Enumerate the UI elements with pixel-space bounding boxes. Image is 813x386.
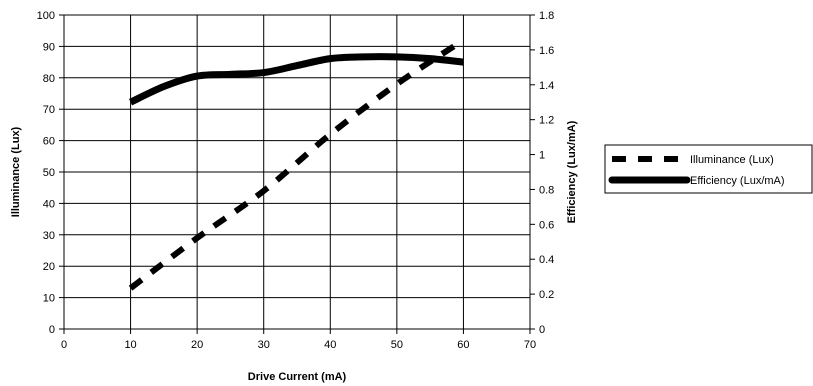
y-tick-label: 80	[43, 73, 55, 85]
x-tick-label: 70	[524, 339, 536, 351]
legend: Illuminance (Lux) Efficiency (Lux/mA)	[604, 144, 813, 194]
x-tick-label: 30	[258, 339, 270, 351]
x-tick-label: 20	[191, 339, 203, 351]
y-axis-right: 0 0.2 0.4 0.6 0.8 1 1.2 1.4 1.6 1.8	[530, 10, 554, 336]
x-axis: 0 10 20 30 40 50 60 70	[61, 329, 536, 351]
legend-label-illuminance: Illuminance (Lux)	[690, 154, 774, 166]
y2-tick-label: 0	[539, 324, 545, 336]
y-axis-title: Illuminance (Lux)	[10, 126, 22, 217]
y2-tick-label: 1.8	[539, 10, 554, 22]
x-tick-label: 10	[124, 339, 136, 351]
series-layer	[128, 37, 466, 291]
y-tick-label: 70	[43, 104, 55, 116]
y2-tick-label: 1.2	[539, 115, 554, 127]
x-tick-label: 40	[324, 339, 336, 351]
y-tick-label: 40	[43, 198, 55, 210]
y-axis-left: 0 10 20 30 40 50 60 70 80 90 100	[37, 10, 64, 336]
y2-tick-label: 1	[539, 150, 545, 162]
y2-tick-label: 0.8	[539, 184, 554, 196]
y-tick-label: 20	[43, 261, 55, 273]
x-tick-label: 60	[457, 339, 469, 351]
y2-axis-title: Efficiency (Lux/mA)	[566, 120, 578, 223]
gridlines	[64, 15, 530, 329]
y-tick-label: 30	[43, 230, 55, 242]
y2-tick-label: 1.6	[539, 45, 554, 57]
y-tick-label: 90	[43, 41, 55, 53]
series-efficiency-line	[129, 53, 464, 106]
y2-tick-label: 1.4	[539, 80, 554, 92]
legend-box	[604, 144, 813, 194]
y2-tick-label: 0.4	[539, 254, 554, 266]
y2-tick-label: 0.6	[539, 219, 554, 231]
y2-tick-label: 0.2	[539, 289, 554, 301]
y-tick-label: 60	[43, 136, 55, 148]
y-tick-label: 0	[49, 324, 55, 336]
x-tick-label: 0	[61, 339, 67, 351]
y-tick-label: 100	[37, 10, 55, 22]
x-axis-title: Drive Current (mA)	[248, 371, 347, 383]
legend-label-efficiency: Efficiency (Lux/mA)	[690, 175, 785, 187]
x-tick-label: 50	[391, 339, 403, 351]
y-tick-label: 50	[43, 167, 55, 179]
y-tick-label: 10	[43, 293, 55, 305]
